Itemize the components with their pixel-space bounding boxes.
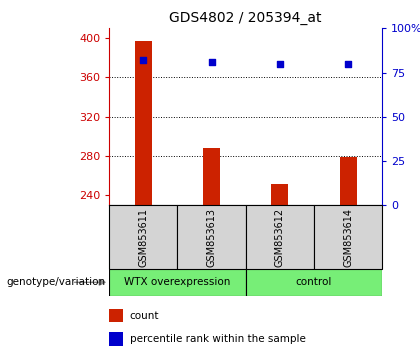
Point [345,61,352,67]
Bar [203,148,220,205]
Point [140,57,147,63]
Text: count: count [130,310,159,321]
Bar [135,41,152,205]
Text: GSM853613: GSM853613 [207,208,217,267]
Text: genotype/variation: genotype/variation [6,277,105,287]
Bar [314,205,382,269]
Text: GSM853611: GSM853611 [138,208,148,267]
Point [208,59,215,65]
Bar [271,184,289,205]
Bar [109,269,246,296]
Text: GSM853612: GSM853612 [275,207,285,267]
Bar [246,269,382,296]
Bar [109,309,123,322]
Text: control: control [296,277,332,287]
Text: WTX overexpression: WTX overexpression [124,277,231,287]
Bar [109,205,177,269]
Point [276,61,283,67]
Bar [339,157,357,205]
Bar [177,205,246,269]
Text: percentile rank within the sample: percentile rank within the sample [130,334,306,344]
Bar [109,332,123,346]
Title: GDS4802 / 205394_at: GDS4802 / 205394_at [169,11,322,24]
Bar [246,205,314,269]
Text: GSM853614: GSM853614 [343,208,353,267]
